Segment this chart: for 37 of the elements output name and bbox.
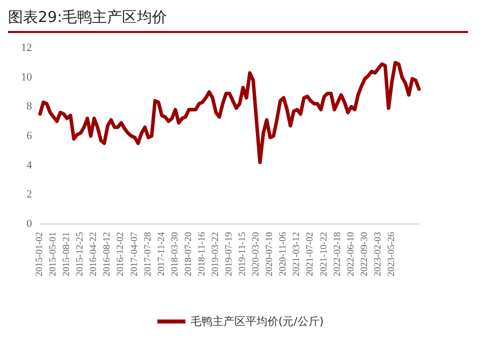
y-tick-label: 0 xyxy=(26,218,32,230)
x-tick-label: 2018-11-16 xyxy=(197,232,208,276)
y-tick-label: 12 xyxy=(21,42,32,54)
x-tick-label: 2017-07-28 xyxy=(143,232,154,276)
x-tick-label: 2021-10-22 xyxy=(319,232,330,276)
x-tick-label: 2022-06-10 xyxy=(346,232,356,276)
x-tick-label: 2019-03-22 xyxy=(210,232,221,276)
x-tick-label: 2016-12-02 xyxy=(116,232,126,276)
x-tick-label: 2017-04-07 xyxy=(130,232,140,276)
x-tick-label: 2022-02-18 xyxy=(332,232,343,276)
x-tick-label: 2021-03-12 xyxy=(292,232,302,276)
x-tick-label: 2019-07-19 xyxy=(224,232,234,276)
x-tick-label: 2017-11-24 xyxy=(156,232,167,276)
x-tick-label: 2016-08-12 xyxy=(102,232,113,276)
y-tick-label: 6 xyxy=(26,130,32,142)
x-tick-label: 2021-07-02 xyxy=(306,232,316,276)
x-tick-label: 2020-03-20 xyxy=(252,232,262,276)
chart-title: 图表29:毛鸭主产区均价 xyxy=(8,8,468,33)
x-tick-label: 2015-08-21 xyxy=(62,232,72,276)
x-tick-label: 2015-01-02 xyxy=(35,232,45,276)
x-tick-label: 2020-11-06 xyxy=(278,232,289,276)
x-tick-label: 2019-11-15 xyxy=(238,232,248,276)
x-tick-label: 2015-12-25 xyxy=(76,232,86,276)
x-tick-label: 2020-07-10 xyxy=(265,232,276,276)
x-tick-label: 2018-07-20 xyxy=(184,232,194,276)
x-tick-label: 2015-05-01 xyxy=(48,232,59,276)
x-tick-label: 2018-03-30 xyxy=(170,232,180,276)
y-tick-label: 8 xyxy=(26,100,32,113)
x-tick-label: 2023-05-26 xyxy=(386,232,397,276)
x-tick-label: 2016-04-22 xyxy=(89,232,100,276)
line-series xyxy=(38,60,421,164)
y-tick-label: 10 xyxy=(21,71,32,84)
legend-label: 毛鸭主产区平均价(元/公斤) xyxy=(190,315,324,328)
x-tick-label: 2023-02-03 xyxy=(373,232,384,276)
y-tick-label: 2 xyxy=(26,188,32,201)
y-tick-label: 4 xyxy=(26,159,32,172)
x-tick-label: 2022-09-30 xyxy=(360,232,370,276)
